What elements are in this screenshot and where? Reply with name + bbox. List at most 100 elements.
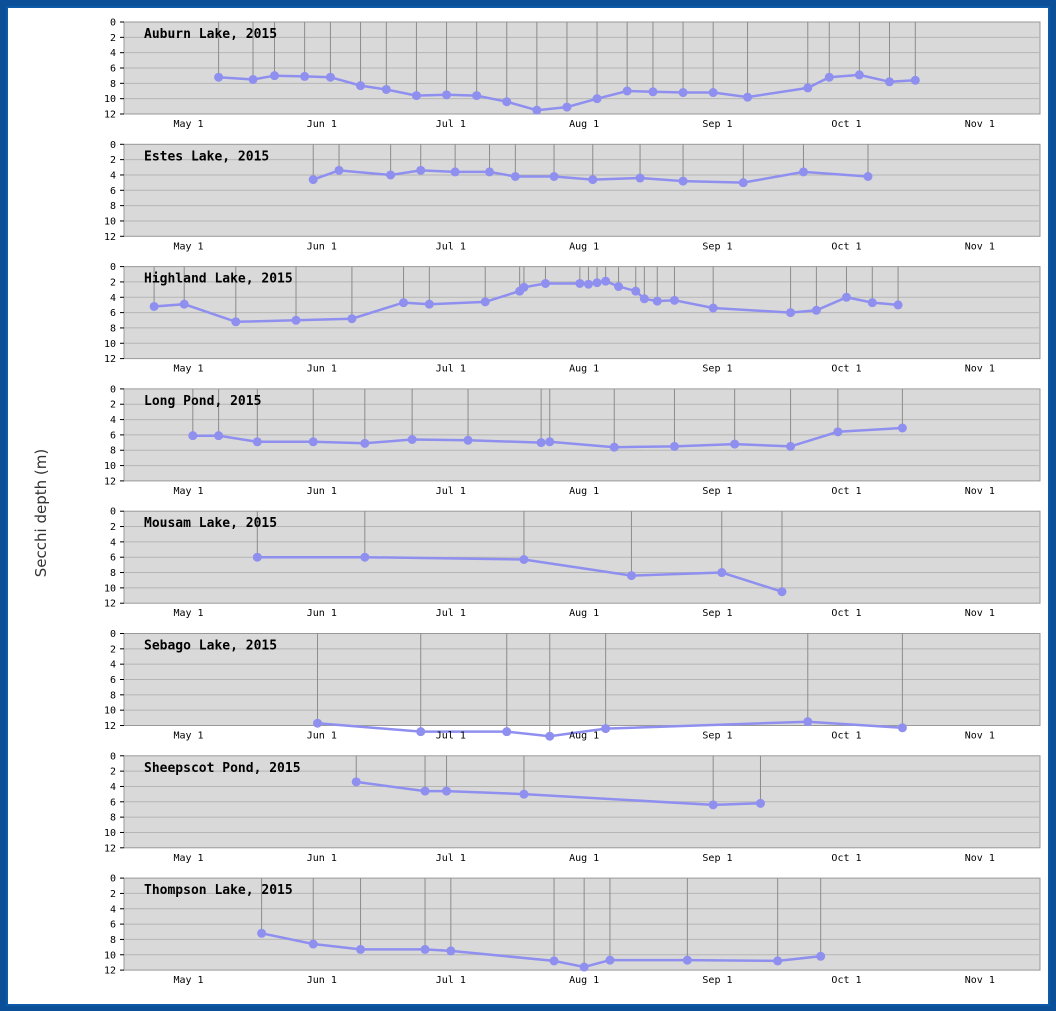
x-tick-label: Aug 1 <box>569 853 599 864</box>
panel-title: Long Pond, 2015 <box>144 394 261 409</box>
x-tick-label: May 1 <box>173 119 203 130</box>
y-tick-label: 6 <box>110 797 116 808</box>
x-tick-label: Oct 1 <box>831 975 861 986</box>
data-point <box>588 175 598 185</box>
data-point <box>545 731 555 741</box>
data-point <box>811 305 821 315</box>
data-point <box>420 786 430 796</box>
x-tick-label: May 1 <box>173 364 203 375</box>
x-tick-label: Aug 1 <box>569 364 599 375</box>
data-point <box>188 431 198 441</box>
x-tick-label: May 1 <box>173 853 203 864</box>
y-tick-label: 10 <box>104 706 116 717</box>
y-tick-label: 0 <box>110 18 116 29</box>
data-point <box>648 87 658 97</box>
y-tick-label: 12 <box>104 599 116 610</box>
x-tick-label: Jul 1 <box>436 486 466 497</box>
panel-title: Sheepscot Pond, 2015 <box>144 761 301 776</box>
data-point <box>386 170 396 180</box>
y-tick-label: 4 <box>110 170 116 181</box>
x-tick-label: Aug 1 <box>569 486 599 497</box>
data-point <box>360 552 370 562</box>
data-point <box>803 83 813 93</box>
x-tick-label: Nov 1 <box>965 364 995 375</box>
y-tick-label: 2 <box>110 400 116 411</box>
data-point <box>609 442 619 452</box>
y-tick-label: 0 <box>110 629 116 640</box>
y-tick-label: 2 <box>110 155 116 166</box>
data-point <box>540 278 550 288</box>
x-tick-label: Aug 1 <box>569 975 599 986</box>
x-tick-label: Aug 1 <box>569 241 599 252</box>
data-point <box>313 718 323 728</box>
x-tick-label: Sep 1 <box>702 731 732 742</box>
y-tick-label: 0 <box>110 384 116 395</box>
data-point <box>231 317 241 327</box>
data-point <box>257 928 267 938</box>
data-point <box>308 939 318 949</box>
x-tick-label: May 1 <box>173 975 203 986</box>
y-tick-label: 0 <box>110 507 116 518</box>
y-tick-label: 6 <box>110 920 116 931</box>
y-tick-label: 12 <box>104 354 116 365</box>
data-point <box>786 308 796 318</box>
data-point <box>717 568 727 578</box>
data-point <box>381 84 391 94</box>
x-tick-label: Jun 1 <box>307 608 337 619</box>
data-point <box>450 167 460 177</box>
data-point <box>605 955 615 965</box>
x-tick-label: Jun 1 <box>307 975 337 986</box>
x-tick-label: Nov 1 <box>965 975 995 986</box>
data-point <box>897 423 907 433</box>
data-point <box>575 278 585 288</box>
y-tick-label: 6 <box>110 675 116 686</box>
x-tick-label: Aug 1 <box>569 608 599 619</box>
y-tick-label: 0 <box>110 140 116 151</box>
y-tick-label: 8 <box>110 568 116 579</box>
data-point <box>351 777 361 787</box>
y-tick-label: 0 <box>110 751 116 762</box>
x-tick-label: Sep 1 <box>702 853 732 864</box>
data-point <box>682 955 692 965</box>
data-point <box>300 71 310 81</box>
data-point <box>536 438 546 448</box>
y-tick-label: 4 <box>110 293 116 304</box>
data-point <box>773 956 783 966</box>
y-tick-label: 12 <box>104 966 116 977</box>
x-tick-label: Jul 1 <box>436 364 466 375</box>
x-tick-label: Jun 1 <box>307 241 337 252</box>
data-point <box>743 92 753 102</box>
data-point <box>601 724 611 734</box>
x-tick-label: Oct 1 <box>831 608 861 619</box>
x-tick-label: Jul 1 <box>436 853 466 864</box>
y-tick-label: 8 <box>110 690 116 701</box>
data-point <box>755 798 765 808</box>
data-point <box>730 439 740 449</box>
panel-title: Sebago Lake, 2015 <box>144 639 277 654</box>
y-tick-label: 2 <box>110 522 116 533</box>
x-tick-label: Sep 1 <box>702 486 732 497</box>
data-point <box>635 173 645 183</box>
x-tick-label: Oct 1 <box>831 241 861 252</box>
data-point <box>777 587 787 597</box>
y-tick-label: 8 <box>110 935 116 946</box>
y-tick-label: 2 <box>110 767 116 778</box>
secchi-series-line <box>257 555 783 593</box>
data-point <box>532 105 542 115</box>
data-point <box>614 282 624 292</box>
y-tick-label: 2 <box>110 889 116 900</box>
data-point <box>798 167 808 177</box>
panel-title: Thompson Lake, 2015 <box>144 883 293 898</box>
x-tick-label: Nov 1 <box>965 486 995 497</box>
x-tick-label: Jun 1 <box>307 364 337 375</box>
data-point <box>652 296 662 306</box>
data-point <box>678 88 688 98</box>
y-tick-label: 8 <box>110 201 116 212</box>
x-tick-label: Sep 1 <box>702 119 732 130</box>
y-tick-label: 4 <box>110 904 116 915</box>
y-tick-label: 4 <box>110 660 116 671</box>
data-point <box>626 571 636 581</box>
data-point <box>910 75 920 85</box>
data-point <box>583 279 593 289</box>
data-point <box>786 441 796 451</box>
